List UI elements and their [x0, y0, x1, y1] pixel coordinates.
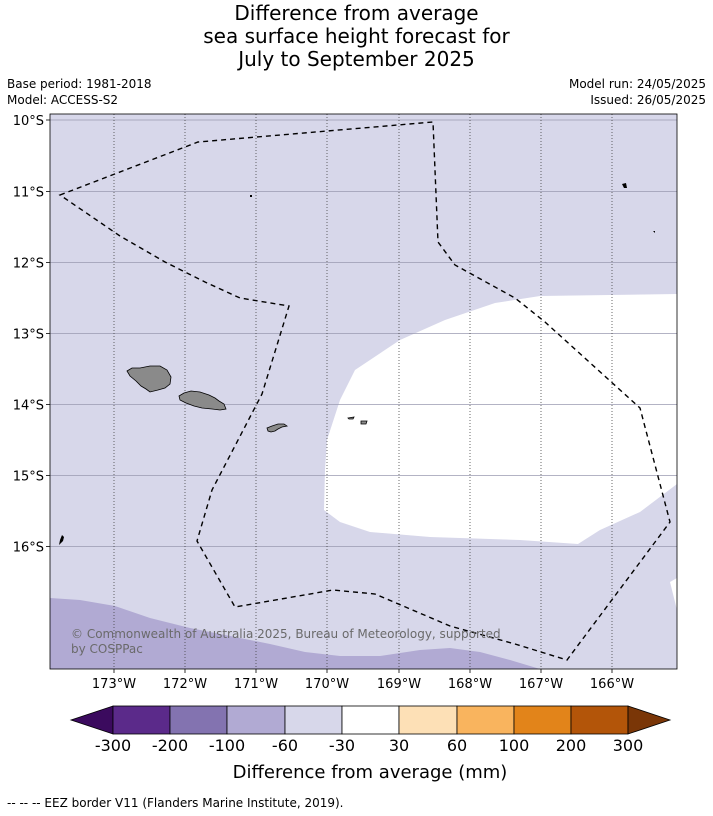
eez-border-footnote: -- -- -- EEZ border V11 (Flanders Marine…: [7, 796, 344, 810]
longitude-labels: 173°W 172°W 171°W 170°W 169°W 168°W 167°W 166°W: [92, 669, 634, 692]
colorbar-segment: [226, 705, 286, 735]
tutuila-island: [266, 423, 289, 433]
colorbar-label: Difference from average (mm): [233, 762, 508, 783]
colorbar-extend-low: [69, 705, 114, 735]
map-area: [50, 114, 677, 669]
swains-island: [622, 183, 627, 188]
small-islet: [250, 195, 252, 197]
latitude-label: 11°S: [13, 186, 44, 201]
colorbar-segment: [398, 705, 458, 735]
colorbar-segment: [513, 705, 572, 735]
longitude-label: 167°W: [519, 677, 563, 692]
colorbar: -300 -200 -100 -60 -30 30 60 100 200 300: [69, 705, 672, 755]
map-title-line-1: Difference from average: [234, 1, 479, 25]
map-title-line-3: July to September 2025: [238, 47, 475, 71]
colorbar-tick-label: 100: [499, 736, 530, 755]
longitude-label: 169°W: [377, 677, 421, 692]
latitude-label: 15°S: [13, 470, 44, 485]
latitude-label: 13°S: [13, 328, 44, 343]
colorbar-segment: [112, 705, 171, 735]
upolu-island: [178, 390, 227, 411]
colorbar-tick-label: -100: [209, 736, 245, 755]
longitude-label: 171°W: [234, 677, 278, 692]
colorbar-segment: [169, 705, 228, 735]
map-frame: [49, 113, 678, 670]
latitude-label: 12°S: [13, 257, 44, 272]
model-run-label: Model run: 24/05/2025: [568, 77, 706, 91]
issued-label: Issued: 26/05/2025: [590, 93, 706, 107]
copyright-line-1: © Commonwealth of Australia 2025, Bureau…: [71, 627, 501, 641]
colorbar-segment: [570, 705, 629, 735]
colorbar-segment: [284, 705, 343, 735]
colorbar-tick-label: 30: [389, 736, 409, 755]
savaii-island: [126, 365, 172, 393]
colorbar-tick-label: 300: [613, 736, 644, 755]
latitude-label: 14°S: [13, 399, 44, 414]
colorbar-tick-label: -300: [95, 736, 131, 755]
anomaly-region-near-average: [324, 294, 677, 544]
colorbar-extend-high: [627, 705, 672, 735]
copyright-line-2: by COSPPac: [71, 642, 143, 656]
colorbar-tick-label: -30: [329, 736, 355, 755]
colorbar-tick-label: -200: [152, 736, 188, 755]
longitude-label: 166°W: [590, 677, 634, 692]
latitude-label: 10°S: [13, 114, 44, 129]
anomaly-region-near-average-edge: [670, 578, 677, 610]
longitude-label: 168°W: [448, 677, 492, 692]
latitude-labels: 10°S 11°S 12°S 13°S 14°S 15°S 16°S: [13, 114, 50, 556]
ofu-olosega-island: [347, 416, 355, 420]
colorbar-segment: [456, 705, 515, 735]
tau-island: [360, 420, 368, 425]
longitude-gridlines: [113, 114, 613, 669]
longitude-label: 173°W: [92, 677, 136, 692]
colorbar-tick-label: 200: [556, 736, 587, 755]
latitude-label: 16°S: [13, 541, 44, 556]
colorbar-segment: [341, 705, 400, 735]
model-label: Model: ACCESS-S2: [7, 93, 119, 107]
small-islet-west: [59, 535, 64, 545]
colorbar-tick-label: -60: [272, 736, 298, 755]
longitude-label: 172°W: [163, 677, 207, 692]
rose-atoll: [653, 231, 655, 233]
colorbar-tick-label: 60: [447, 736, 467, 755]
map-title-line-2: sea surface height forecast for: [203, 24, 510, 48]
base-period-label: Base period: 1981-2018: [7, 77, 152, 91]
anomaly-region-neg-60-100: [50, 598, 540, 669]
latitude-gridlines: [50, 119, 677, 547]
longitude-label: 170°W: [305, 677, 349, 692]
